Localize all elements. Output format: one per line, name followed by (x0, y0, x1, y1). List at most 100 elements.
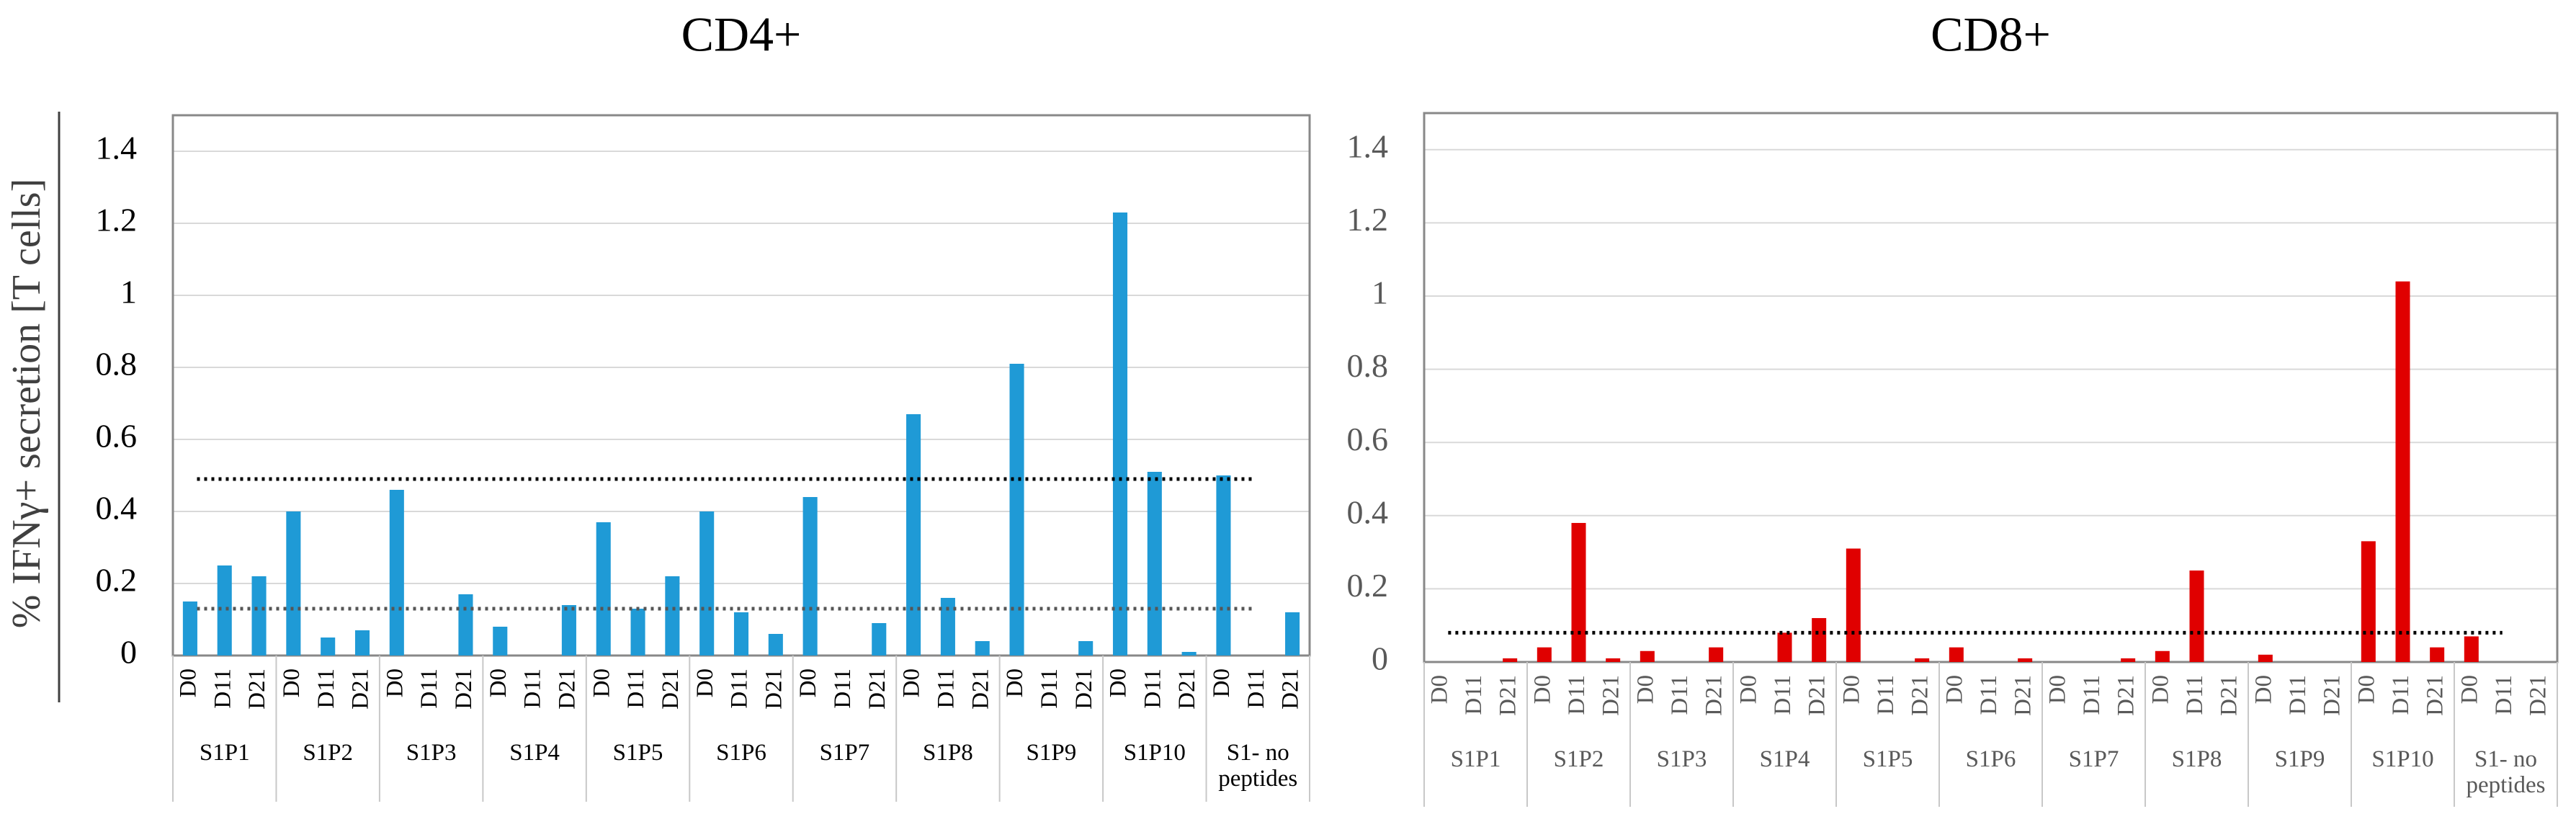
bar (733, 612, 749, 656)
group-label: S1P8 (923, 740, 973, 766)
group-label: S1P10 (2371, 746, 2434, 772)
x-tick-label: D0 (486, 668, 511, 697)
bar (906, 414, 921, 656)
y-tick-label: 0.2 (1347, 567, 1389, 604)
plot-frame (171, 114, 1311, 657)
group-label: S1P1 (199, 740, 250, 766)
bar (182, 601, 197, 656)
group-label: S1P6 (1965, 746, 2016, 772)
bar (802, 497, 818, 656)
chart-title: CD4+ (681, 7, 802, 62)
x-tick-label: D21 (2011, 675, 2036, 716)
x-tick-label: D21 (1174, 668, 1200, 710)
x-tick-label: D21 (451, 668, 477, 710)
x-tick-label: D21 (864, 668, 890, 710)
x-tick-label: D0 (1941, 675, 1967, 704)
bar (1009, 364, 1024, 656)
bar (1147, 472, 1162, 656)
bar (354, 630, 370, 656)
y-tick-label: 1.2 (96, 202, 138, 238)
bar (630, 609, 645, 656)
x-tick-label: D0 (1106, 668, 1132, 697)
x-tick-label: D21 (2423, 675, 2448, 716)
x-tick-label: D21 (2320, 675, 2345, 716)
bar (561, 605, 576, 656)
x-tick-label: D21 (2217, 675, 2242, 716)
x-tick-label: D21 (1278, 668, 1304, 710)
bar (1285, 612, 1300, 656)
bar (2464, 636, 2479, 662)
x-tick-label: D21 (554, 668, 580, 710)
bar (493, 627, 508, 656)
x-tick-label: D11 (1770, 675, 1796, 715)
bar (286, 511, 301, 656)
bar (2121, 658, 2136, 662)
x-tick-label: D11 (2285, 675, 2311, 715)
bar (389, 490, 404, 656)
x-tick-label: D0 (2353, 675, 2379, 704)
x-tick-label: D11 (1037, 668, 1063, 709)
group-label: S1P5 (1862, 746, 1913, 772)
y-tick-label: 1 (1372, 274, 1388, 311)
bar (2189, 571, 2204, 662)
x-tick-label: D21 (1701, 675, 1727, 716)
group-label: S1P2 (303, 740, 354, 766)
x-tick-label: D11 (2388, 675, 2414, 715)
y-tick-label: 0.4 (1347, 493, 1389, 530)
x-tick-label: D11 (416, 668, 442, 709)
x-tick-label: D11 (1461, 675, 1487, 715)
group-label: S1P4 (1759, 746, 1810, 772)
bar (1078, 641, 1094, 656)
y-tick-label: 0.4 (96, 490, 138, 527)
y-tick-label: 0.6 (96, 418, 138, 455)
x-tick-label: D0 (382, 668, 408, 697)
x-tick-label: D11 (623, 668, 649, 709)
bar (872, 623, 887, 656)
x-tick-label: D11 (1873, 675, 1899, 715)
bar (1503, 658, 1518, 662)
x-tick-label: D0 (1529, 675, 1555, 704)
x-tick-label: D0 (279, 668, 305, 697)
bar (975, 641, 990, 656)
y-tick-label: 0.8 (1347, 347, 1389, 384)
bar (1216, 475, 1231, 656)
bar (768, 634, 783, 656)
bar (1606, 658, 1621, 662)
bar (2430, 647, 2445, 662)
bar (1949, 647, 1964, 662)
group-label: S1P4 (509, 740, 560, 766)
x-tick-label: D11 (2182, 675, 2208, 715)
group-label: S1P9 (2274, 746, 2325, 772)
x-tick-label: D0 (1632, 675, 1658, 704)
bar (699, 511, 715, 656)
x-tick-label: D0 (589, 668, 614, 697)
x-tick-label: D0 (1002, 668, 1028, 697)
x-tick-label: D11 (313, 668, 339, 709)
x-tick-label: D21 (1071, 668, 1097, 710)
x-tick-label: D0 (2147, 675, 2173, 704)
bar (1812, 618, 1827, 662)
bar (2395, 281, 2410, 662)
bar (217, 565, 232, 656)
x-tick-label: D0 (899, 668, 925, 697)
x-tick-label: D11 (933, 668, 959, 709)
group-label: S1P6 (716, 740, 766, 766)
x-tick-label: D0 (1838, 675, 1864, 704)
x-tick-label: D0 (1426, 675, 1452, 704)
x-tick-label: D21 (1804, 675, 1830, 716)
x-tick-label: D21 (1495, 675, 1521, 716)
group-label: S1P8 (2171, 746, 2222, 772)
group-label: S1P2 (1553, 746, 1604, 772)
bar (2258, 654, 2273, 662)
x-tick-label: D21 (761, 668, 787, 710)
x-tick-label: D11 (1140, 668, 1166, 709)
bar (251, 576, 267, 656)
x-tick-label: D21 (348, 668, 374, 710)
y-axis-title: % IFNγ+ secretion [T cells] (4, 179, 49, 628)
group-label: S1P10 (1123, 740, 1186, 766)
group-label: S1P1 (1450, 746, 1501, 772)
x-tick-label: D11 (520, 668, 546, 709)
chart-title: CD8+ (1931, 7, 2051, 62)
x-tick-label: D0 (2250, 675, 2276, 704)
